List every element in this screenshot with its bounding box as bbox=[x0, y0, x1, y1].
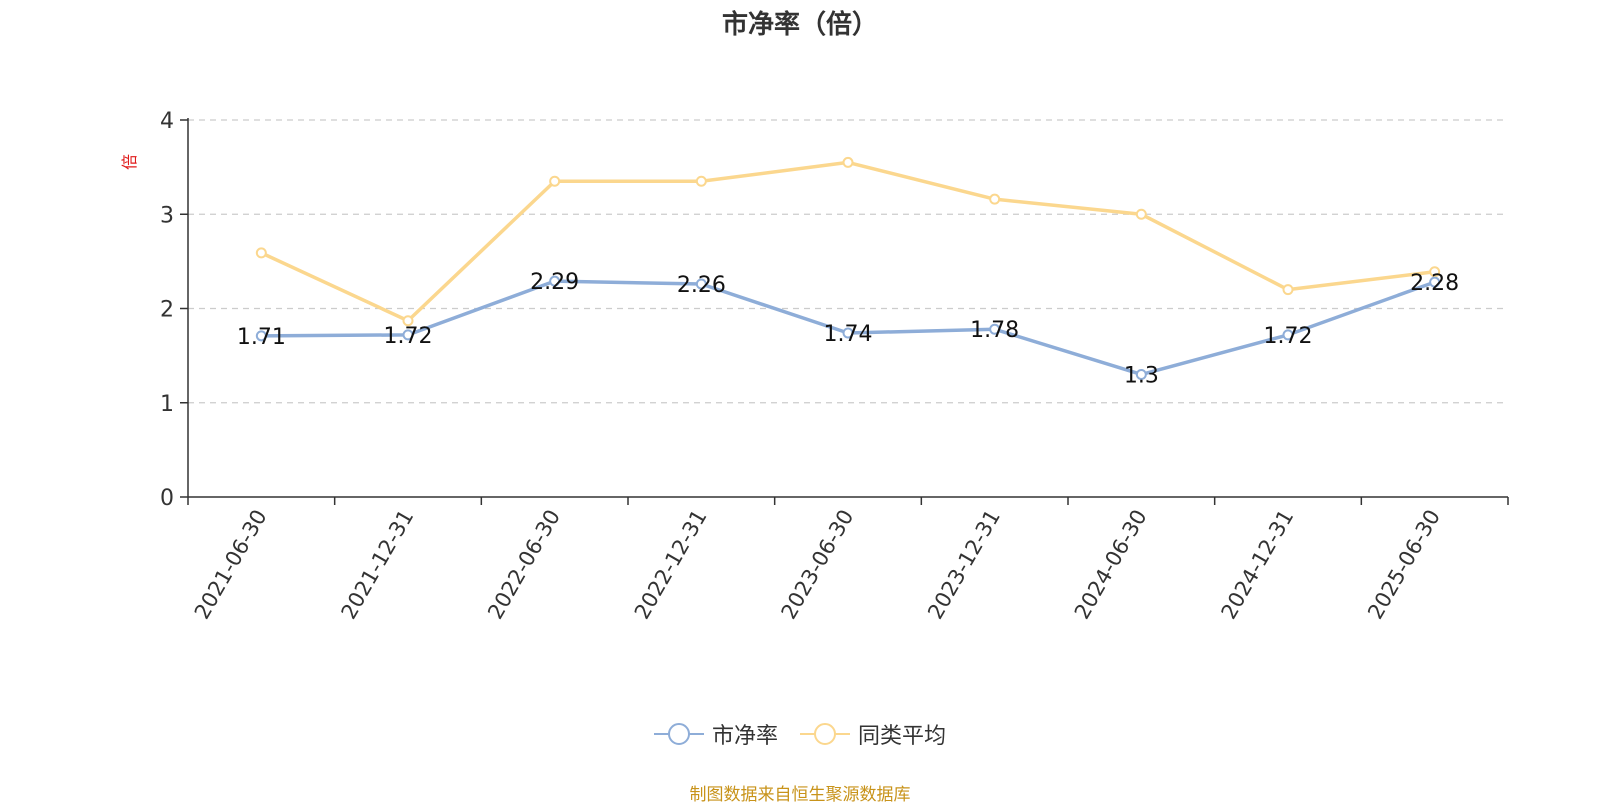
series-1-point-5 bbox=[989, 193, 1001, 205]
series-1-point-8 bbox=[1429, 266, 1441, 278]
y-tick-label-2: 2 bbox=[160, 298, 174, 323]
legend-item-pb[interactable]: 市净率 bbox=[653, 718, 778, 750]
data-label-8: 2.28 bbox=[1410, 271, 1459, 296]
x-tick-label-0: 2021-06-30 bbox=[190, 506, 272, 624]
data-label-7: 1.72 bbox=[1264, 324, 1313, 349]
legend-swatch-pb bbox=[653, 722, 704, 746]
series-1-point-4 bbox=[842, 156, 854, 168]
data-label-1: 1.72 bbox=[384, 324, 433, 349]
data-label-3: 2.26 bbox=[677, 273, 726, 298]
x-tick-label-5: 2023-12-31 bbox=[923, 506, 1005, 624]
series-0-point-8 bbox=[1429, 276, 1441, 288]
series-0-point-0 bbox=[255, 330, 267, 342]
series-1-point-7 bbox=[1282, 284, 1294, 296]
y-tick-label-1: 1 bbox=[160, 392, 174, 417]
series-1-point-2 bbox=[549, 175, 561, 187]
data-label-0: 1.71 bbox=[237, 325, 286, 350]
series-0-point-7 bbox=[1282, 329, 1294, 341]
series-1-point-6 bbox=[1135, 208, 1147, 220]
x-tick-label-6: 2024-06-30 bbox=[1070, 506, 1152, 624]
series-0-point-4 bbox=[842, 327, 854, 339]
series-line-1 bbox=[260, 160, 1435, 323]
x-tick-label-7: 2024-12-31 bbox=[1217, 506, 1299, 624]
legend-label-pb: 市净率 bbox=[711, 724, 778, 749]
series-1-point-0 bbox=[255, 247, 267, 259]
x-tick-label-4: 2023-06-30 bbox=[777, 506, 859, 624]
legend-swatch-peer-average bbox=[800, 722, 850, 746]
y-tick-label-3: 3 bbox=[160, 203, 174, 228]
y-tick-label-0: 0 bbox=[160, 486, 174, 511]
y-tick-label-4: 4 bbox=[160, 109, 174, 134]
source-note: 制图数据来自恒生聚源数据库 bbox=[689, 785, 911, 805]
series-0-point-5 bbox=[989, 323, 1001, 335]
data-label-6: 1.3 bbox=[1124, 363, 1159, 388]
series-0-point-1 bbox=[402, 329, 414, 341]
x-tick-label-3: 2022-12-31 bbox=[630, 506, 712, 624]
legend-label-peer-average: 同类平均 bbox=[858, 724, 947, 749]
series-0-point-2 bbox=[549, 275, 561, 287]
series-0-point-3 bbox=[695, 278, 707, 290]
x-tick-label-8: 2025-06-30 bbox=[1363, 506, 1445, 624]
series-0-point-6 bbox=[1135, 368, 1147, 380]
x-tick-label-1: 2021-12-31 bbox=[337, 506, 419, 624]
chart-title: 市净率（倍） bbox=[721, 10, 878, 40]
series-1-point-3 bbox=[695, 175, 707, 187]
legend-item-peer-average[interactable]: 同类平均 bbox=[800, 718, 946, 750]
series-1-point-1 bbox=[402, 315, 414, 327]
legend: 市净率 同类平均 bbox=[0, 718, 1600, 750]
data-label-4: 1.74 bbox=[824, 322, 873, 347]
x-tick-label-2: 2022-06-30 bbox=[483, 506, 565, 624]
data-label-2: 2.29 bbox=[530, 270, 579, 295]
data-label-5: 1.78 bbox=[970, 318, 1019, 343]
